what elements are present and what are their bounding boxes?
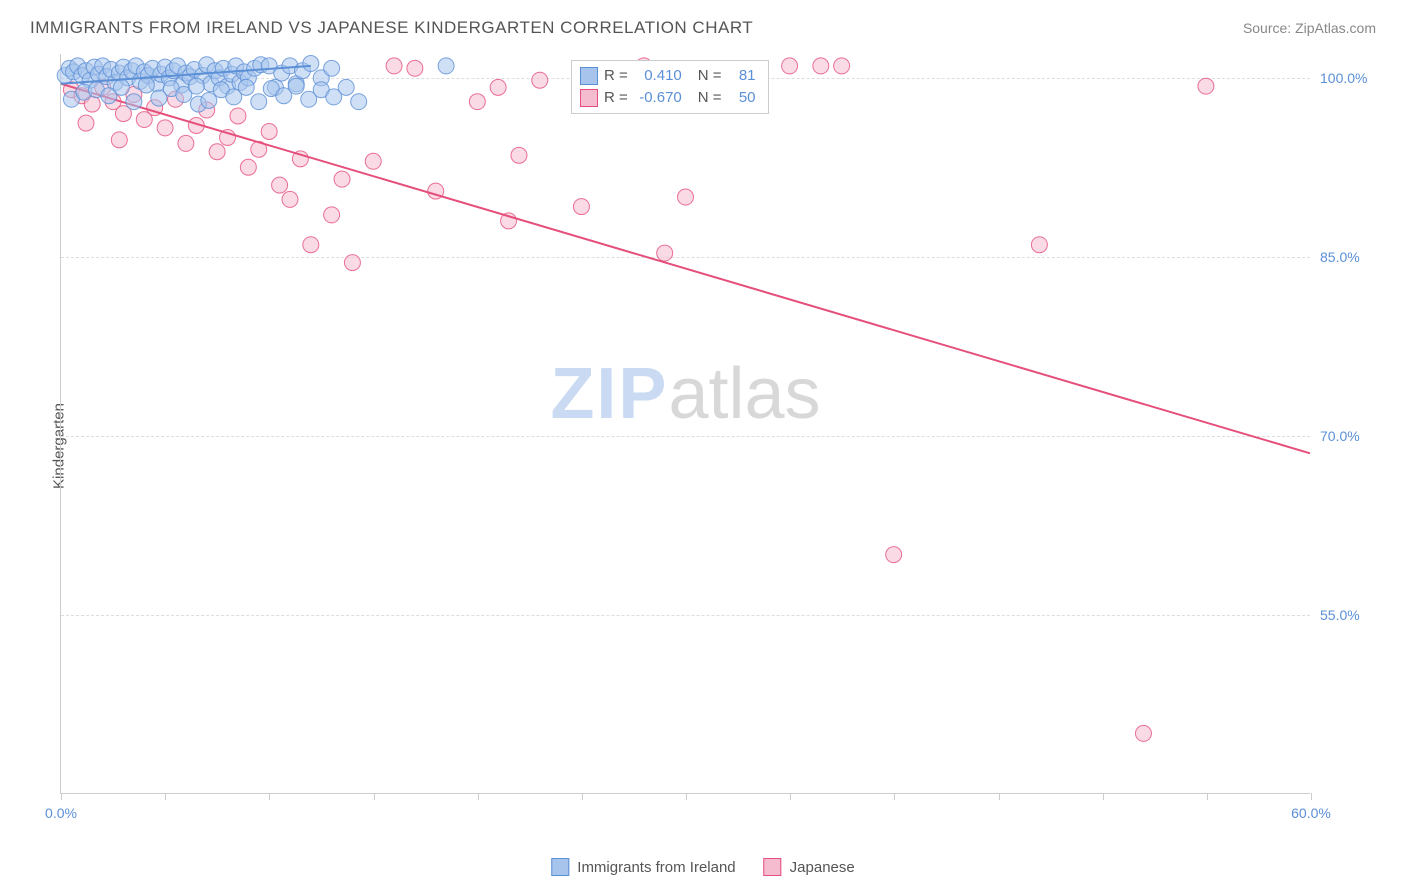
- y-tick-label: 70.0%: [1320, 428, 1380, 444]
- legend-swatch-japanese: [580, 89, 598, 107]
- source-attribution: Source: ZipAtlas.com: [1243, 20, 1376, 36]
- legend-swatch-ireland-icon: [551, 858, 569, 876]
- y-tick-label: 55.0%: [1320, 607, 1380, 623]
- stats-r-value-2: -0.670: [634, 87, 682, 109]
- stats-r-label: R =: [604, 65, 628, 87]
- stats-r-label-2: R =: [604, 87, 628, 109]
- legend-item-ireland: Immigrants from Ireland: [551, 858, 735, 876]
- stats-legend: R = 0.410 N = 81 R = -0.670 N = 50: [571, 60, 769, 114]
- stats-n-label-2: N =: [698, 87, 722, 109]
- legend-swatch-ireland: [580, 67, 598, 85]
- chart-title: IMMIGRANTS FROM IRELAND VS JAPANESE KIND…: [30, 18, 753, 38]
- legend-swatch-japanese-icon: [764, 858, 782, 876]
- legend-label-ireland: Immigrants from Ireland: [577, 859, 735, 876]
- legend-item-japanese: Japanese: [764, 858, 855, 876]
- stats-legend-row-1: R = 0.410 N = 81: [580, 65, 756, 87]
- stats-n-label: N =: [698, 65, 722, 87]
- stats-n-value-1: 81: [728, 65, 756, 87]
- chart-plot-area: 55.0%70.0%85.0%100.0% ZIPatlas R = 0.410…: [60, 54, 1310, 794]
- y-tick-label: 100.0%: [1320, 70, 1380, 86]
- x-tick-label: 0.0%: [45, 805, 77, 821]
- stats-r-value-1: 0.410: [634, 65, 682, 87]
- x-tick-label: 60.0%: [1291, 805, 1331, 821]
- scatter-plot: [61, 54, 1310, 793]
- stats-legend-row-2: R = -0.670 N = 50: [580, 87, 756, 109]
- stats-n-value-2: 50: [728, 87, 756, 109]
- legend-label-japanese: Japanese: [790, 859, 855, 876]
- y-tick-label: 85.0%: [1320, 249, 1380, 265]
- series-legend: Immigrants from Ireland Japanese: [551, 858, 854, 876]
